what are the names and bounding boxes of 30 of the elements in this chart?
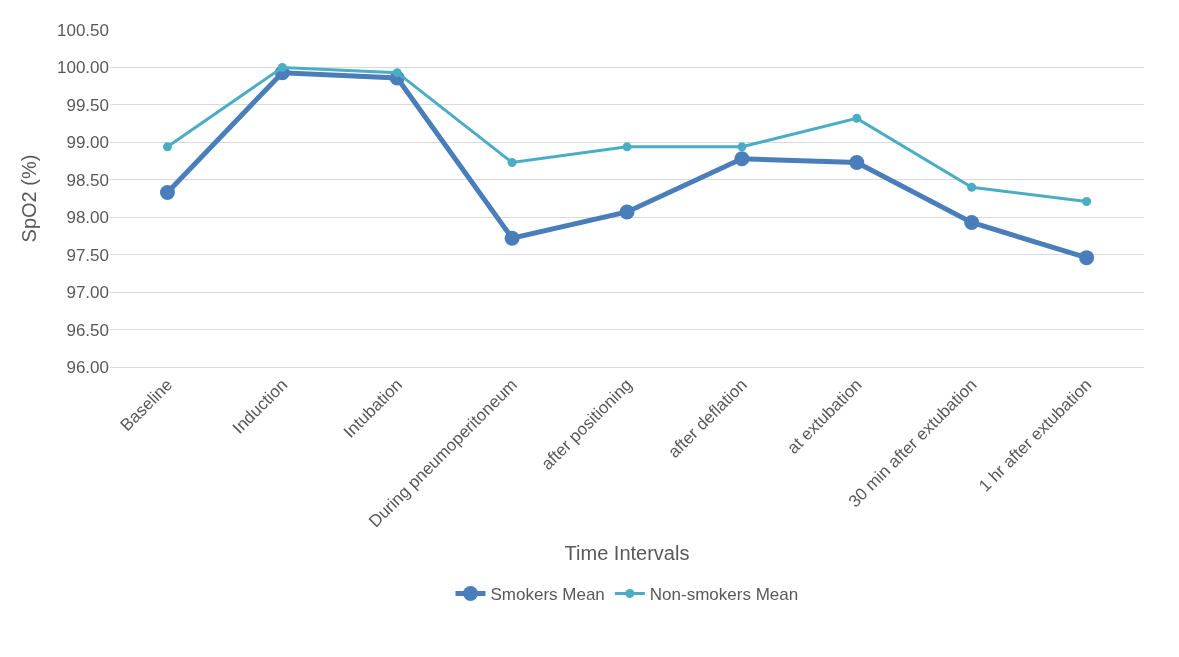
y-tick-label: 96.00 xyxy=(66,357,109,377)
point xyxy=(159,185,175,200)
legend-label: Non-smokers Mean xyxy=(649,585,799,605)
y-tick-label: 100.50 xyxy=(57,20,109,40)
y-axis-title: SpO2 (%) xyxy=(17,154,40,243)
point xyxy=(162,142,172,152)
y-tick-label: 97.00 xyxy=(66,283,109,303)
y-tick-label: 99.00 xyxy=(66,133,109,153)
point xyxy=(849,155,865,171)
y-tick-label: 99.50 xyxy=(66,95,109,115)
point xyxy=(737,142,747,152)
point xyxy=(392,68,402,78)
y-tick-label: 100.00 xyxy=(57,58,109,78)
point xyxy=(619,204,635,220)
point xyxy=(852,113,862,123)
y-tick-label: 97.50 xyxy=(66,245,109,265)
y-tick-label: 98.00 xyxy=(66,208,109,228)
point xyxy=(1082,197,1092,206)
legend-label: Smokers Mean xyxy=(490,585,605,605)
point xyxy=(504,230,520,246)
point xyxy=(1079,250,1095,266)
y-tick-label: 96.50 xyxy=(66,320,109,340)
point xyxy=(277,62,287,72)
point xyxy=(507,158,517,168)
x-axis-title: Time Intervals xyxy=(564,541,690,564)
point xyxy=(967,182,977,192)
y-tick-label: 98.50 xyxy=(66,170,109,190)
point xyxy=(734,151,750,167)
point xyxy=(964,214,980,230)
point xyxy=(622,142,632,152)
